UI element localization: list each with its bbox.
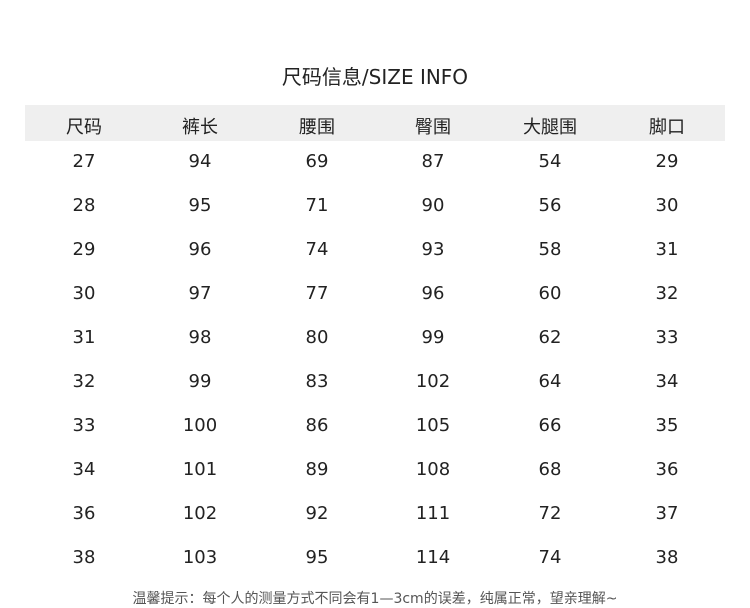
table-cell: 96 <box>421 283 445 304</box>
table-row: 31 98 80 99 62 33 <box>0 327 750 357</box>
table-cell: 31 <box>72 327 96 348</box>
table-row: 38 103 95 114 74 38 <box>0 547 750 577</box>
table-cell: 95 <box>305 547 329 568</box>
table-cell: 37 <box>655 503 679 524</box>
table-cell: 100 <box>182 415 218 436</box>
table-row: 30 97 77 96 60 32 <box>0 283 750 313</box>
table-cell: 68 <box>538 459 562 480</box>
table-cell: 102 <box>415 371 451 392</box>
column-header: 腰围 <box>299 117 335 138</box>
table-cell: 36 <box>72 503 96 524</box>
table-cell: 66 <box>538 415 562 436</box>
table-cell: 38 <box>655 547 679 568</box>
table-cell: 69 <box>305 151 329 172</box>
table-cell: 74 <box>538 547 562 568</box>
table-cell: 103 <box>182 547 218 568</box>
table-cell: 34 <box>655 371 679 392</box>
column-header: 裤长 <box>182 117 218 138</box>
table-cell: 31 <box>655 239 679 260</box>
table-cell: 92 <box>305 503 329 524</box>
table-cell: 32 <box>655 283 679 304</box>
table-row: 33 100 86 105 66 35 <box>0 415 750 445</box>
table-cell: 28 <box>72 195 96 216</box>
table-cell: 93 <box>421 239 445 260</box>
table-cell: 29 <box>655 151 679 172</box>
table-cell: 30 <box>655 195 679 216</box>
table-row: 34 101 89 108 68 36 <box>0 459 750 489</box>
table-cell: 36 <box>655 459 679 480</box>
table-cell: 71 <box>305 195 329 216</box>
table-header: 尺码 裤长 腰围 臀围 大腿围 脚口 <box>25 105 725 141</box>
table-cell: 74 <box>305 239 329 260</box>
table-row: 27 94 69 87 54 29 <box>0 151 750 181</box>
table-cell: 98 <box>188 327 212 348</box>
table-cell: 111 <box>415 503 451 524</box>
table-cell: 34 <box>72 459 96 480</box>
table-cell: 108 <box>415 459 451 480</box>
table-cell: 89 <box>305 459 329 480</box>
footer-note: 温馨提示：每个人的测量方式不同会有1—3cm的误差，纯属正常，望亲理解~ <box>132 591 618 607</box>
table-cell: 60 <box>538 283 562 304</box>
table-cell: 54 <box>538 151 562 172</box>
table-cell: 30 <box>72 283 96 304</box>
column-header: 尺码 <box>66 117 102 138</box>
table-cell: 27 <box>72 151 96 172</box>
table-cell: 102 <box>182 503 218 524</box>
table-cell: 99 <box>421 327 445 348</box>
table-cell: 32 <box>72 371 96 392</box>
table-cell: 87 <box>421 151 445 172</box>
table-cell: 33 <box>655 327 679 348</box>
table-cell: 72 <box>538 503 562 524</box>
table-row: 32 99 83 102 64 34 <box>0 371 750 401</box>
table-row: 36 102 92 111 72 37 <box>0 503 750 533</box>
column-header: 脚口 <box>649 117 685 138</box>
table-cell: 101 <box>182 459 218 480</box>
table-cell: 97 <box>188 283 212 304</box>
table-cell: 35 <box>655 415 679 436</box>
table-cell: 105 <box>415 415 451 436</box>
table-cell: 90 <box>421 195 445 216</box>
table-cell: 58 <box>538 239 562 260</box>
table-cell: 114 <box>415 547 451 568</box>
table-cell: 80 <box>305 327 329 348</box>
table-cell: 33 <box>72 415 96 436</box>
table-row: 28 95 71 90 56 30 <box>0 195 750 225</box>
page-title: 尺码信息/SIZE INFO <box>281 65 469 89</box>
table-cell: 38 <box>72 547 96 568</box>
table-cell: 83 <box>305 371 329 392</box>
table-cell: 96 <box>188 239 212 260</box>
table-cell: 94 <box>188 151 212 172</box>
table-cell: 29 <box>72 239 96 260</box>
table-row: 29 96 74 93 58 31 <box>0 239 750 269</box>
table-cell: 99 <box>188 371 212 392</box>
column-header: 大腿围 <box>523 117 577 138</box>
table-cell: 86 <box>305 415 329 436</box>
column-header: 臀围 <box>415 117 451 138</box>
table-cell: 95 <box>188 195 212 216</box>
table-cell: 64 <box>538 371 562 392</box>
table-cell: 77 <box>305 283 329 304</box>
table-cell: 56 <box>538 195 562 216</box>
table-cell: 62 <box>538 327 562 348</box>
